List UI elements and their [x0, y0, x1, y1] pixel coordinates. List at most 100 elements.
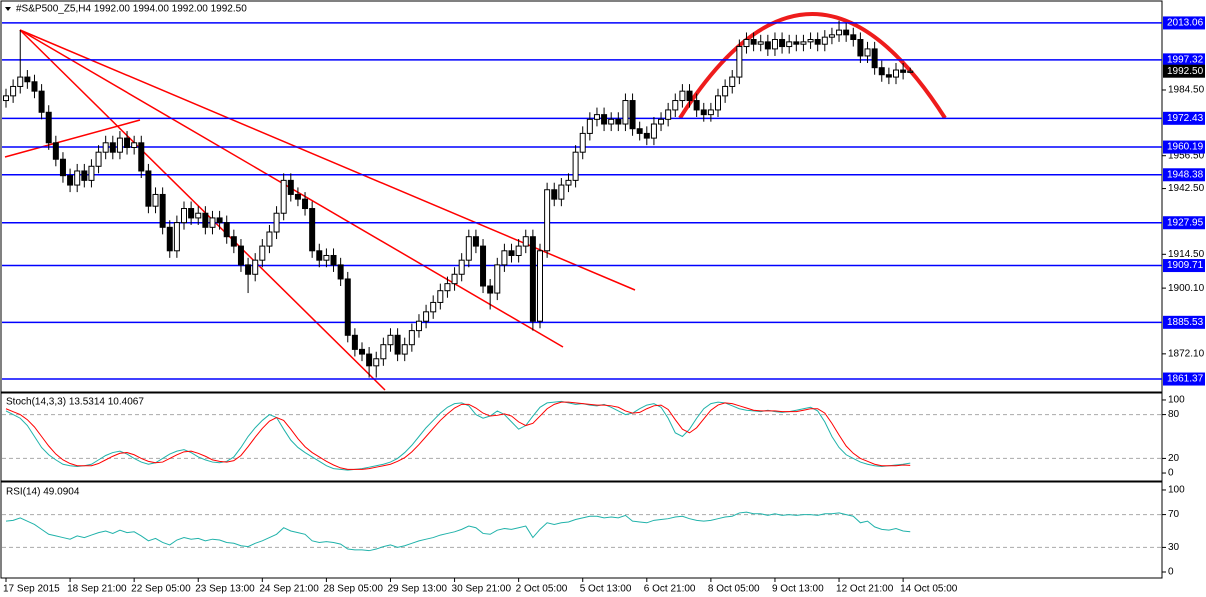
candle-body — [608, 118, 615, 125]
candle-body — [188, 208, 195, 219]
candle-body — [629, 100, 636, 130]
candle-body — [95, 151, 102, 167]
candle-body — [679, 90, 686, 102]
candle-body — [444, 283, 451, 292]
candle-body — [316, 250, 323, 261]
x-tick-label: 9 Oct 13:00 — [772, 584, 824, 595]
candle-body — [145, 170, 152, 207]
candle-body — [266, 231, 273, 247]
candle-body — [415, 320, 422, 332]
x-tick-label: 8 Oct 05:00 — [708, 584, 760, 595]
candle-body — [195, 212, 202, 219]
candle-body — [750, 39, 757, 45]
candle-body — [501, 250, 508, 266]
candle-body — [237, 245, 244, 266]
y-tick-label: 1914.50 — [1168, 249, 1205, 260]
candle-body — [622, 100, 629, 125]
x-tick-label: 18 Sep 21:00 — [67, 584, 127, 595]
y-tick-label: 1900.10 — [1168, 283, 1205, 294]
y-tick-label: 100 — [1168, 395, 1185, 406]
candle-body — [515, 245, 522, 256]
candle-body — [650, 123, 657, 139]
rounding-top-arc — [678, 12, 947, 120]
candle-body — [494, 264, 501, 294]
x-tick-label: 24 Sep 21:00 — [259, 584, 319, 595]
candle-body — [181, 208, 187, 224]
trend-line — [19, 29, 386, 391]
candle-body — [828, 34, 835, 38]
candle-body — [850, 34, 857, 41]
candle-body — [814, 39, 821, 45]
y-tick-label: 30 — [1168, 542, 1180, 553]
candle-body — [280, 179, 287, 214]
candle-body — [529, 236, 536, 322]
level-label-bg — [1163, 53, 1205, 67]
candle-body — [672, 100, 679, 111]
candle-body — [800, 41, 807, 45]
stoch-title: Stoch(14,3,3) 13.5314 10.4067 — [6, 397, 144, 408]
level-label-bg — [1163, 372, 1205, 386]
level-label: 1948.38 — [1167, 169, 1204, 180]
candle-body — [344, 278, 351, 336]
candle-body — [686, 90, 693, 102]
candle-body — [807, 39, 814, 43]
main-panel-frame — [0, 0, 1163, 393]
candle-body — [359, 348, 365, 355]
candle-body — [223, 222, 230, 238]
candle-body — [465, 236, 472, 261]
candle-body — [900, 69, 907, 73]
y-tick-label: 100 — [1168, 485, 1185, 496]
candle-body — [10, 85, 17, 97]
candle-body — [124, 137, 131, 148]
candle-body — [693, 100, 700, 111]
trend-line — [4, 119, 141, 158]
candle-body — [565, 179, 572, 186]
candle-body — [245, 264, 252, 275]
candle-body — [116, 137, 123, 153]
level-label: 2013.06 — [1167, 18, 1204, 29]
candle-body — [423, 311, 430, 322]
candle-body — [131, 142, 138, 148]
level-label-bg — [1163, 111, 1205, 125]
candle-body — [337, 264, 344, 280]
candle-body — [658, 118, 665, 125]
candle-body — [615, 118, 622, 125]
candle-body — [522, 236, 529, 247]
candle-body — [323, 254, 330, 261]
candle-body — [771, 39, 778, 50]
candle-body — [109, 142, 116, 153]
y-tick-label: 0 — [1168, 567, 1174, 578]
y-tick-label: 1956.50 — [1168, 150, 1205, 161]
candle-body — [871, 48, 878, 69]
candle-body — [643, 132, 650, 139]
candle-body — [736, 46, 743, 78]
rsi-panel-frame — [0, 481, 1163, 579]
candle-body — [480, 245, 487, 287]
candle-body — [74, 170, 81, 186]
candle-body — [893, 69, 899, 78]
candle-body — [743, 39, 750, 48]
indicator-line — [5, 400, 911, 471]
candle-body — [373, 358, 380, 367]
candle-body — [351, 334, 358, 350]
x-tick-label: 17 Sep 2015 — [3, 584, 60, 595]
candle-body — [394, 334, 401, 355]
candle-body — [764, 41, 771, 50]
chart-title: #S&P500_Z5,H4 1992.00 1994.00 1992.00 19… — [16, 4, 247, 15]
candle-body — [572, 151, 579, 181]
candle-body — [437, 290, 444, 303]
candle-body — [907, 70, 914, 73]
candle-body — [857, 39, 864, 57]
candle-body — [821, 36, 828, 45]
candle-body — [508, 250, 515, 256]
candle-body — [885, 74, 892, 78]
candle-body — [401, 344, 408, 355]
x-tick-label: 2 Oct 05:00 — [516, 584, 568, 595]
candle-body — [330, 254, 337, 266]
candle-body — [408, 330, 415, 346]
y-tick-label: 0 — [1168, 468, 1174, 479]
candle-body — [52, 142, 59, 160]
x-tick-label: 28 Sep 05:00 — [323, 584, 383, 595]
candle-body — [380, 344, 387, 360]
x-tick-label: 5 Oct 13:00 — [580, 584, 632, 595]
